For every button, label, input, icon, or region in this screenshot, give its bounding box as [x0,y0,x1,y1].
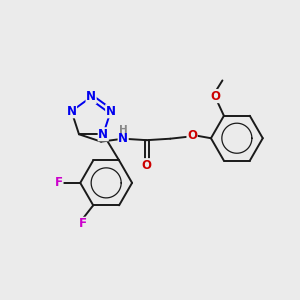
Text: N: N [106,105,116,118]
Text: N: N [86,91,96,103]
Text: O: O [142,159,152,172]
Text: N: N [118,132,128,145]
Text: N: N [67,105,76,118]
Text: F: F [55,176,63,189]
Text: F: F [79,218,87,230]
Text: O: O [187,129,197,142]
Text: O: O [210,90,220,103]
Text: H: H [119,125,128,135]
Text: N: N [98,128,108,141]
